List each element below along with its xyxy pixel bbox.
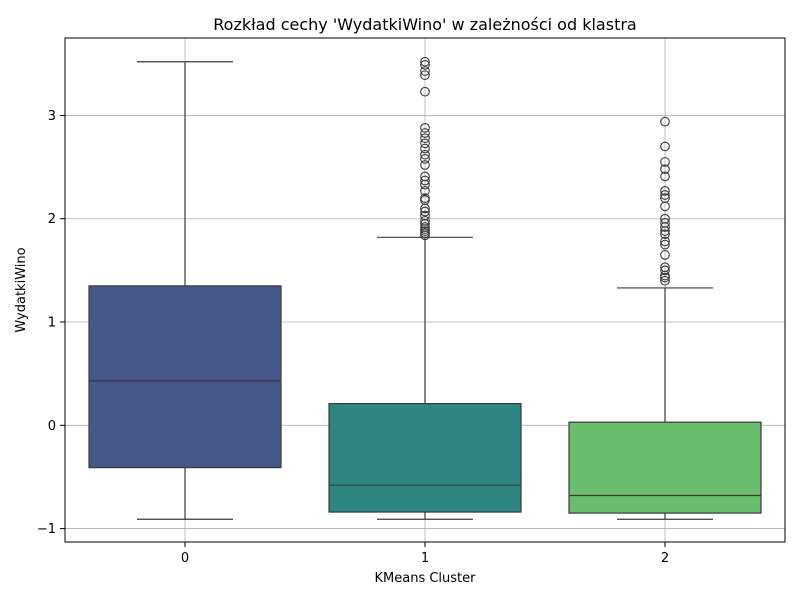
y-tick-label: −1 (37, 522, 56, 537)
outlier-point (420, 186, 430, 196)
x-tick-label: 2 (661, 551, 669, 566)
outlier-point (420, 86, 430, 97)
outlier-point (420, 143, 430, 154)
outlier-point (420, 193, 430, 203)
outlier-point (420, 70, 430, 81)
box-cluster-2 (568, 421, 762, 514)
y-tick-label: 2 (48, 212, 56, 227)
outlier-point (660, 190, 670, 200)
outlier-point (660, 236, 670, 247)
outlier-point (660, 218, 670, 228)
y-tick-label: 3 (48, 109, 56, 124)
outlier-point (660, 275, 670, 286)
outlier-point (420, 56, 430, 67)
x-axis-label: KMeans Cluster (375, 571, 477, 586)
outlier-point (660, 171, 670, 182)
outlier-point (660, 265, 670, 276)
x-tick-label: 1 (421, 551, 429, 566)
outlier-point (420, 153, 430, 164)
outlier-point (420, 215, 430, 226)
outlier-point (420, 171, 430, 182)
outlier-point (420, 128, 430, 138)
outlier-point (420, 138, 430, 149)
outlier-point (420, 175, 430, 186)
outlier-point (660, 116, 670, 127)
outlier-point (420, 210, 430, 221)
outlier-point (420, 206, 430, 217)
outlier-point (420, 60, 430, 70)
chart-title: Rozkład cechy 'WydatkiWino' w zależności… (213, 15, 636, 34)
box-cluster-0 (88, 285, 282, 469)
outlier-point (660, 186, 670, 196)
box-layer (88, 61, 762, 520)
outlier-point (660, 157, 670, 167)
y-tick-label: 0 (48, 419, 56, 434)
outlier-point (660, 239, 670, 250)
outlier-point (420, 160, 430, 170)
x-tick-label: 0 (181, 551, 189, 566)
outlier-point (660, 193, 670, 203)
outlier-point (660, 164, 670, 175)
axes-layer: −1 0 1 2 3 0 1 2 (37, 37, 786, 566)
outlier-point (420, 133, 430, 144)
outlier-point (420, 66, 430, 76)
outlier-point (420, 149, 430, 160)
y-axis-label: WydatkiWino (14, 247, 29, 332)
outlier-point (660, 229, 670, 240)
y-tick-label: 1 (48, 316, 56, 331)
box-cluster-1 (328, 403, 522, 513)
outlier-point (420, 222, 430, 232)
outlier-point (660, 141, 670, 152)
outlier-layer (420, 56, 670, 286)
outlier-point (660, 250, 670, 260)
outlier-point (660, 213, 670, 224)
outlier-point (660, 262, 670, 273)
outlier-point (420, 123, 430, 133)
